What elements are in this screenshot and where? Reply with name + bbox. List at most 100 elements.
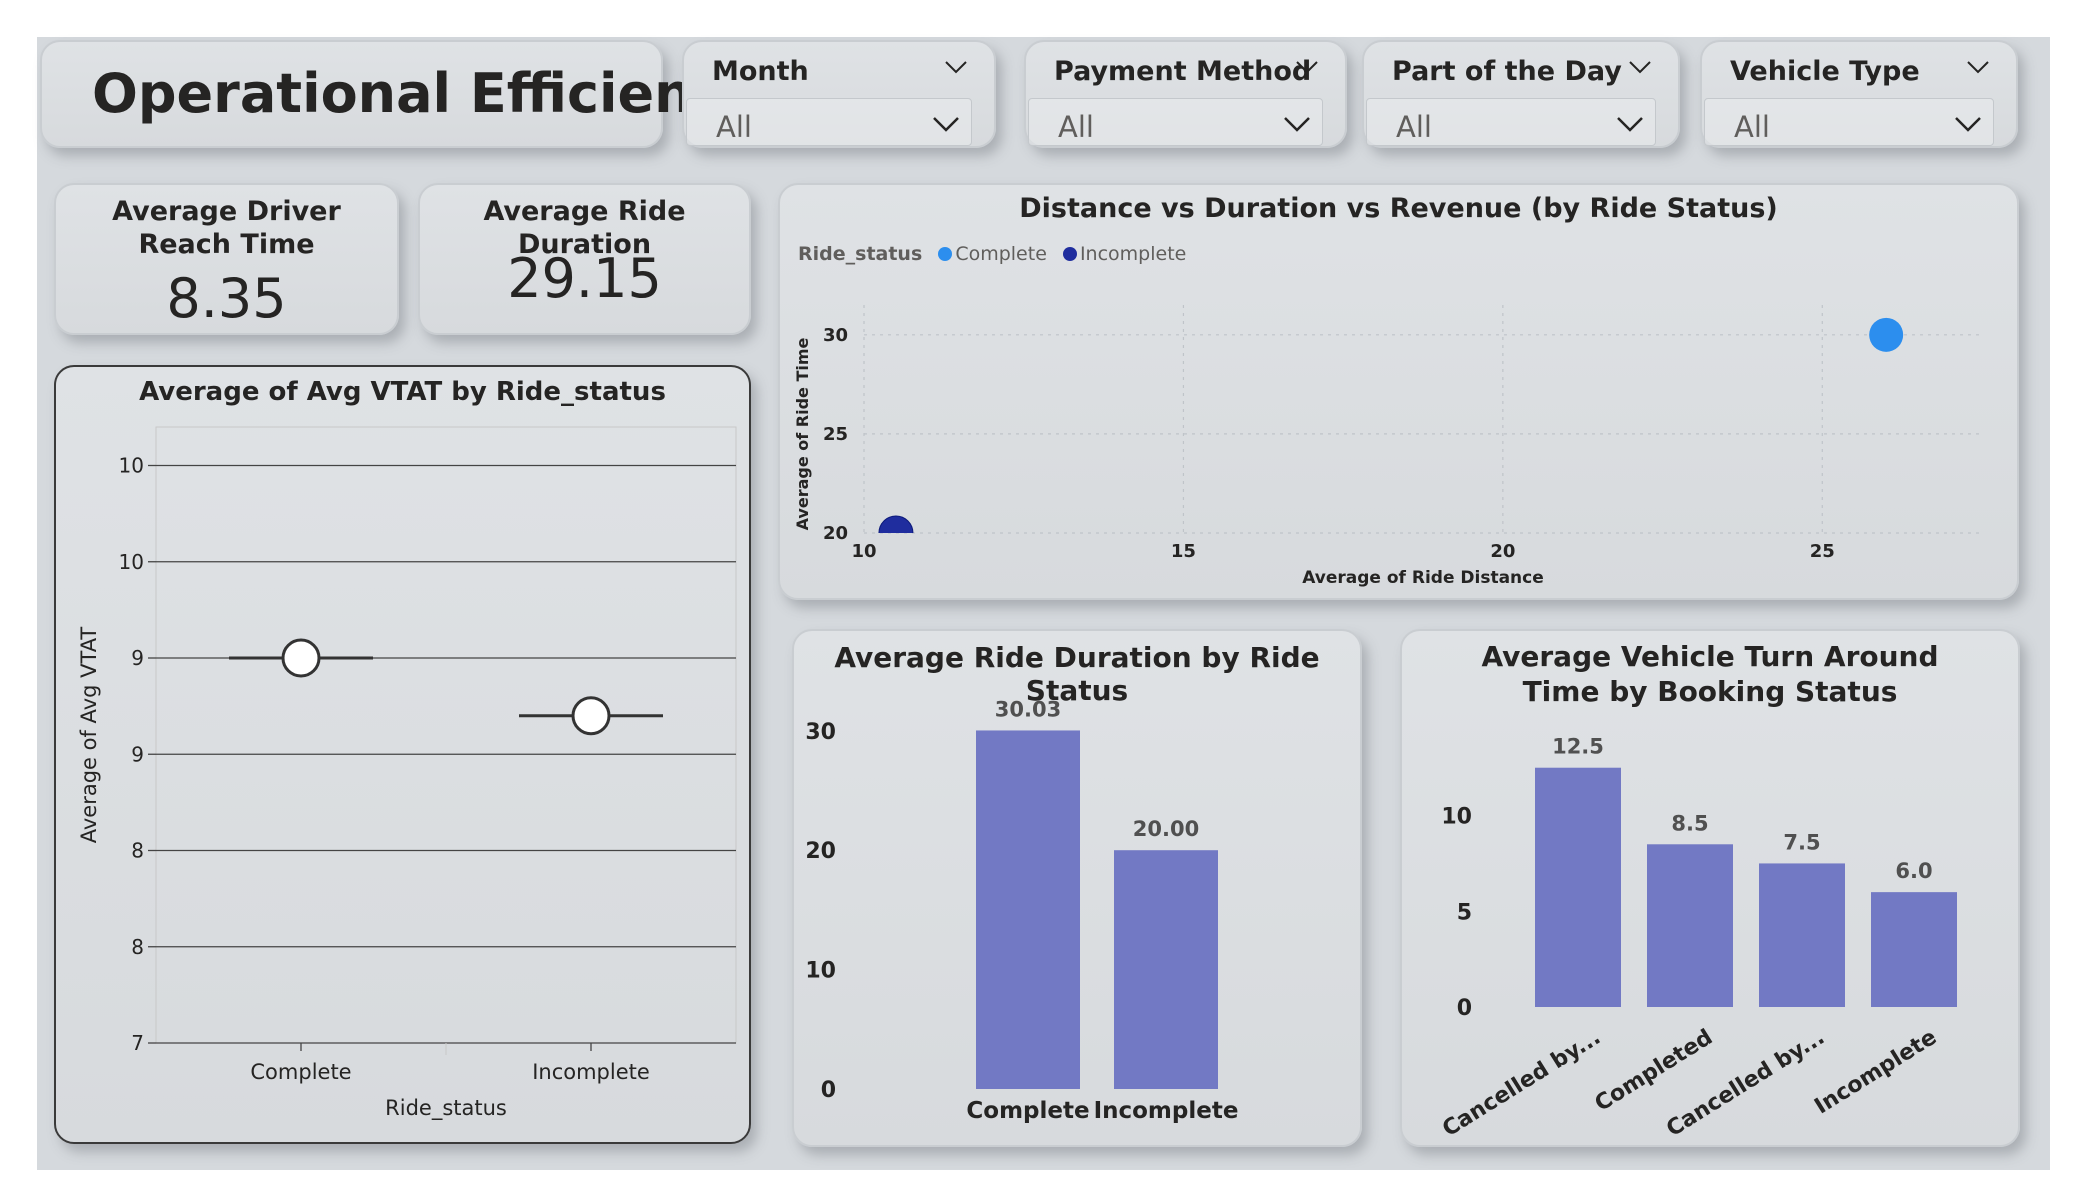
y-tick-label: 10	[1441, 805, 1472, 830]
scatter-chart: 20 25 30 10 15 20 25 Average of Ride Distance Av…	[793, 305, 1982, 588]
y-tick-label: 0	[1457, 996, 1472, 1021]
data-point	[878, 515, 914, 533]
kpi-label: Average Ride Duration	[483, 196, 686, 260]
data-label: 12.5	[1552, 735, 1604, 759]
kpi-value: 8.35	[166, 267, 287, 330]
y-tick-label: 30	[823, 325, 848, 346]
chart-title: Average Ride Duration by Ride Status	[834, 641, 1320, 707]
y-tick-label: 9	[131, 742, 144, 766]
y-tick-label: 5	[1457, 900, 1472, 925]
slicer-value: All	[1734, 110, 1770, 144]
y-tick-label: 10	[119, 550, 144, 574]
data-label: 6.0	[1895, 859, 1932, 883]
slicer-dropdown[interactable]	[1028, 98, 1323, 146]
slicer-label: Month	[712, 56, 809, 87]
ride-duration-bar-chart: 0 10 20 30 30.03 Complete 20.00 Incomplete	[805, 697, 1239, 1124]
x-axis-title: Average of Ride Distance	[1302, 568, 1544, 588]
title-card: Operational Efficiency	[40, 40, 760, 148]
data-point	[281, 638, 321, 678]
y-tick-label: 20	[823, 523, 848, 544]
chevron-down-icon[interactable]	[1616, 116, 1644, 132]
vehicle-type-slicer[interactable]: Vehicle Type All	[1700, 40, 2018, 148]
legend-marker	[1062, 247, 1077, 261]
plot-area	[155, 426, 737, 1044]
y-tick-label: 8	[131, 935, 144, 959]
y-tick-label: 8	[131, 839, 144, 863]
ride-duration-kpi-card: Average Ride Duration 29.15	[418, 183, 751, 335]
slicer-dropdown[interactable]	[686, 98, 972, 146]
chevron-down-icon[interactable]	[1295, 60, 1319, 74]
slicer-label: Payment Method	[1054, 56, 1312, 87]
kpi-label: Average Driver Reach Time	[112, 196, 341, 260]
legend-label: Complete	[955, 243, 1047, 265]
legend-label: Incomplete	[1079, 243, 1187, 265]
kpi-value: 29.15	[507, 247, 662, 310]
x-tick-label: 20	[1490, 541, 1515, 562]
bar	[1759, 863, 1845, 1007]
x-tick-label: Complete	[966, 1098, 1089, 1124]
bar	[1114, 850, 1218, 1089]
data-label: 8.5	[1671, 811, 1708, 835]
chevron-down-icon[interactable]	[1283, 116, 1311, 132]
chart-title: Average Vehicle Turn Around Time by Book…	[1481, 640, 1939, 708]
slicer-value: All	[716, 110, 752, 144]
vtat-chart: 7 8 8 9 9 10 10 Complete Incomplete Ride_status Av…	[77, 426, 737, 1121]
slicer-dropdown[interactable]	[1704, 98, 1994, 146]
x-tick-label: 15	[1171, 541, 1196, 562]
y-axis-title: Average of Ride Time	[793, 337, 812, 530]
x-tick-label: 10	[851, 541, 876, 562]
bar	[1535, 767, 1621, 1007]
legend-item-complete[interactable]: Complete	[938, 243, 1047, 265]
slicer-value: All	[1396, 110, 1432, 144]
y-tick-label: 9	[131, 646, 144, 670]
y-tick-label: 20	[805, 839, 836, 864]
x-tick-label: 25	[1810, 541, 1835, 562]
bar	[1647, 844, 1733, 1007]
y-tick-label: 25	[823, 424, 848, 445]
data-point	[571, 696, 611, 736]
y-tick-label: 10	[805, 959, 836, 984]
vtat-booking-bar-card: Average Vehicle Turn Around Time by Book…	[1400, 629, 2020, 1147]
bar	[1871, 892, 1957, 1007]
y-tick-label: 0	[821, 1078, 836, 1103]
data-point	[1869, 317, 1904, 352]
y-tick-label: 30	[805, 720, 836, 745]
x-tick-label: Complete	[250, 1060, 351, 1084]
data-label: 30.03	[995, 697, 1061, 721]
chevron-down-icon[interactable]	[944, 60, 968, 74]
part-of-day-slicer[interactable]: Part of the Day All	[1362, 40, 1680, 148]
slicer-dropdown[interactable]	[1366, 98, 1656, 146]
y-axis-title: Average of Avg VTAT	[77, 627, 101, 844]
x-tick-label: Cancelled by...	[1438, 1025, 1605, 1142]
legend-marker	[938, 247, 953, 261]
payment-method-slicer[interactable]: Payment Method All	[1024, 40, 1347, 148]
x-tick-label: Incomplete	[532, 1060, 650, 1084]
y-tick-label: 7	[131, 1031, 144, 1055]
chevron-down-icon[interactable]	[1628, 60, 1652, 74]
legend: Ride_status Complete Incomplete	[798, 243, 1196, 265]
chart-title: Distance vs Duration vs Revenue (by Ride…	[1019, 193, 1778, 224]
distance-duration-scatter-card: Distance vs Duration vs Revenue (by Ride…	[778, 183, 2019, 600]
x-tick-label: Incomplete	[1094, 1098, 1239, 1124]
page-title: Operational Efficiency	[92, 62, 760, 125]
x-tick-label: Incomplete	[1810, 1025, 1941, 1120]
month-slicer[interactable]: Month All	[682, 40, 996, 148]
legend-title: Ride_status	[798, 243, 923, 265]
x-axis-title: Ride_status	[385, 1096, 507, 1121]
legend-item-incomplete[interactable]: Incomplete	[1062, 243, 1187, 265]
y-tick-label: 10	[119, 454, 144, 478]
chevron-down-icon[interactable]	[1966, 60, 1990, 74]
data-label: 7.5	[1783, 830, 1820, 854]
bar	[976, 730, 1080, 1089]
driver-reach-kpi-card: Average Driver Reach Time 8.35	[54, 183, 399, 335]
chevron-down-icon[interactable]	[1954, 116, 1982, 132]
ride-duration-bar-card: Average Ride Duration by Ride Status 0 10…	[792, 629, 1362, 1147]
chart-title: Average of Avg VTAT by Ride_status	[139, 377, 666, 407]
slicer-label: Part of the Day	[1392, 56, 1622, 87]
slicer-value: All	[1058, 110, 1094, 144]
slicer-label: Vehicle Type	[1730, 56, 1920, 87]
vtat-by-ride-status-card: Average of Avg VTAT by Ride_status 7 8 8 9 9…	[54, 365, 751, 1144]
data-label: 20.00	[1133, 817, 1199, 841]
chevron-down-icon[interactable]	[932, 116, 960, 132]
